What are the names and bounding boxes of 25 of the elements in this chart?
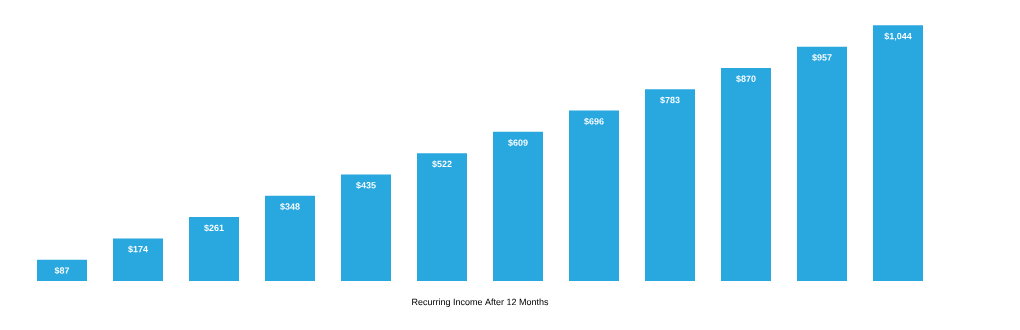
- bar: [569, 110, 620, 281]
- bar: [37, 259, 87, 281]
- bar: [493, 131, 543, 281]
- data-label: $1,044: [884, 32, 912, 41]
- bar: [721, 67, 772, 281]
- data-label: $957: [812, 53, 832, 62]
- x-axis-title: Recurring Income After 12 Months: [412, 298, 549, 307]
- data-label: $783: [660, 96, 680, 104]
- data-label: $870: [736, 75, 756, 83]
- bar: [189, 217, 239, 281]
- data-label: $696: [584, 117, 604, 126]
- data-label: $522: [432, 160, 452, 168]
- bar: [873, 25, 924, 281]
- bar: [265, 195, 316, 281]
- data-label: $609: [508, 139, 528, 147]
- bar: [341, 174, 391, 281]
- data-label: $348: [280, 202, 300, 211]
- bar: [417, 153, 468, 281]
- data-label: $435: [356, 181, 376, 190]
- bar: [113, 238, 164, 281]
- data-label: $261: [204, 224, 224, 232]
- bar: [797, 46, 848, 281]
- data-label: $174: [128, 245, 148, 253]
- data-label: $87: [54, 266, 70, 275]
- bar: [645, 89, 695, 281]
